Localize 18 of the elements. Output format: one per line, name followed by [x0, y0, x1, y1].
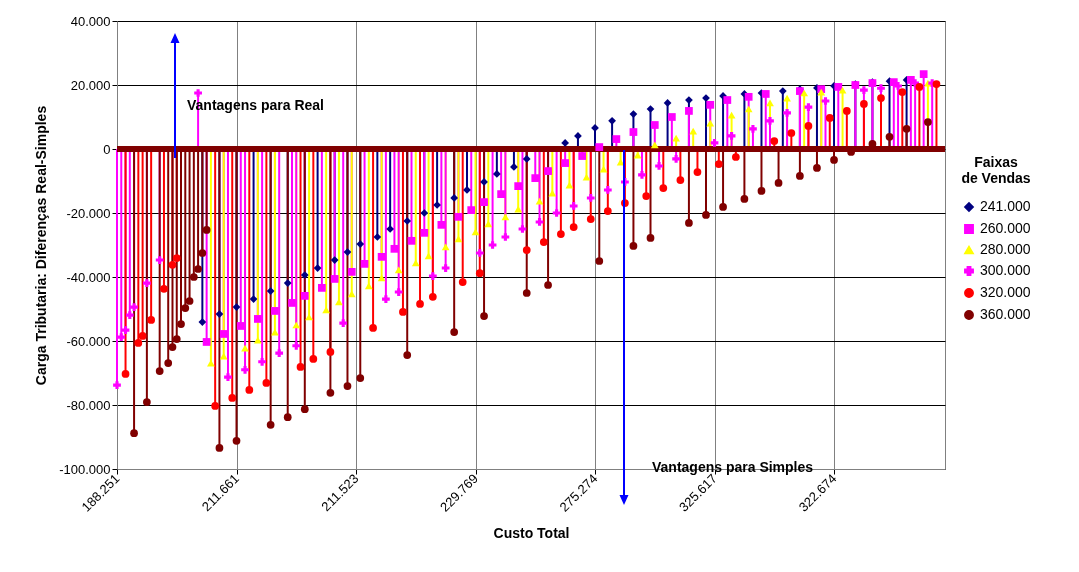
annotation: Vantagens para Simples — [652, 459, 814, 475]
legend-label: 300.000 — [980, 262, 1031, 278]
y-tick-label: 0 — [103, 141, 111, 157]
y-tick-label: 20.000 — [70, 77, 111, 93]
legend-label: 280.000 — [980, 241, 1031, 257]
y-tick-label: 40.000 — [70, 13, 111, 29]
legend-label: 241.000 — [980, 198, 1031, 214]
y-tick-label: -20.000 — [66, 205, 111, 221]
y-tick-label: -40.000 — [66, 269, 111, 285]
legend-title: Faixas de Vendas — [961, 154, 1031, 186]
y-axis-title: Carga Tributaria: Diferenças Real-Simples — [33, 105, 50, 386]
legend-label: 320.000 — [980, 284, 1031, 300]
y-tick-label: -80.000 — [66, 397, 111, 413]
y-tick-label: -100.000 — [59, 461, 111, 477]
legend-label: 360.000 — [980, 306, 1031, 322]
y-tick-label: -60.000 — [66, 333, 111, 349]
legend-label: 260.000 — [980, 220, 1031, 236]
x-axis-title: Custo Total — [493, 524, 570, 541]
